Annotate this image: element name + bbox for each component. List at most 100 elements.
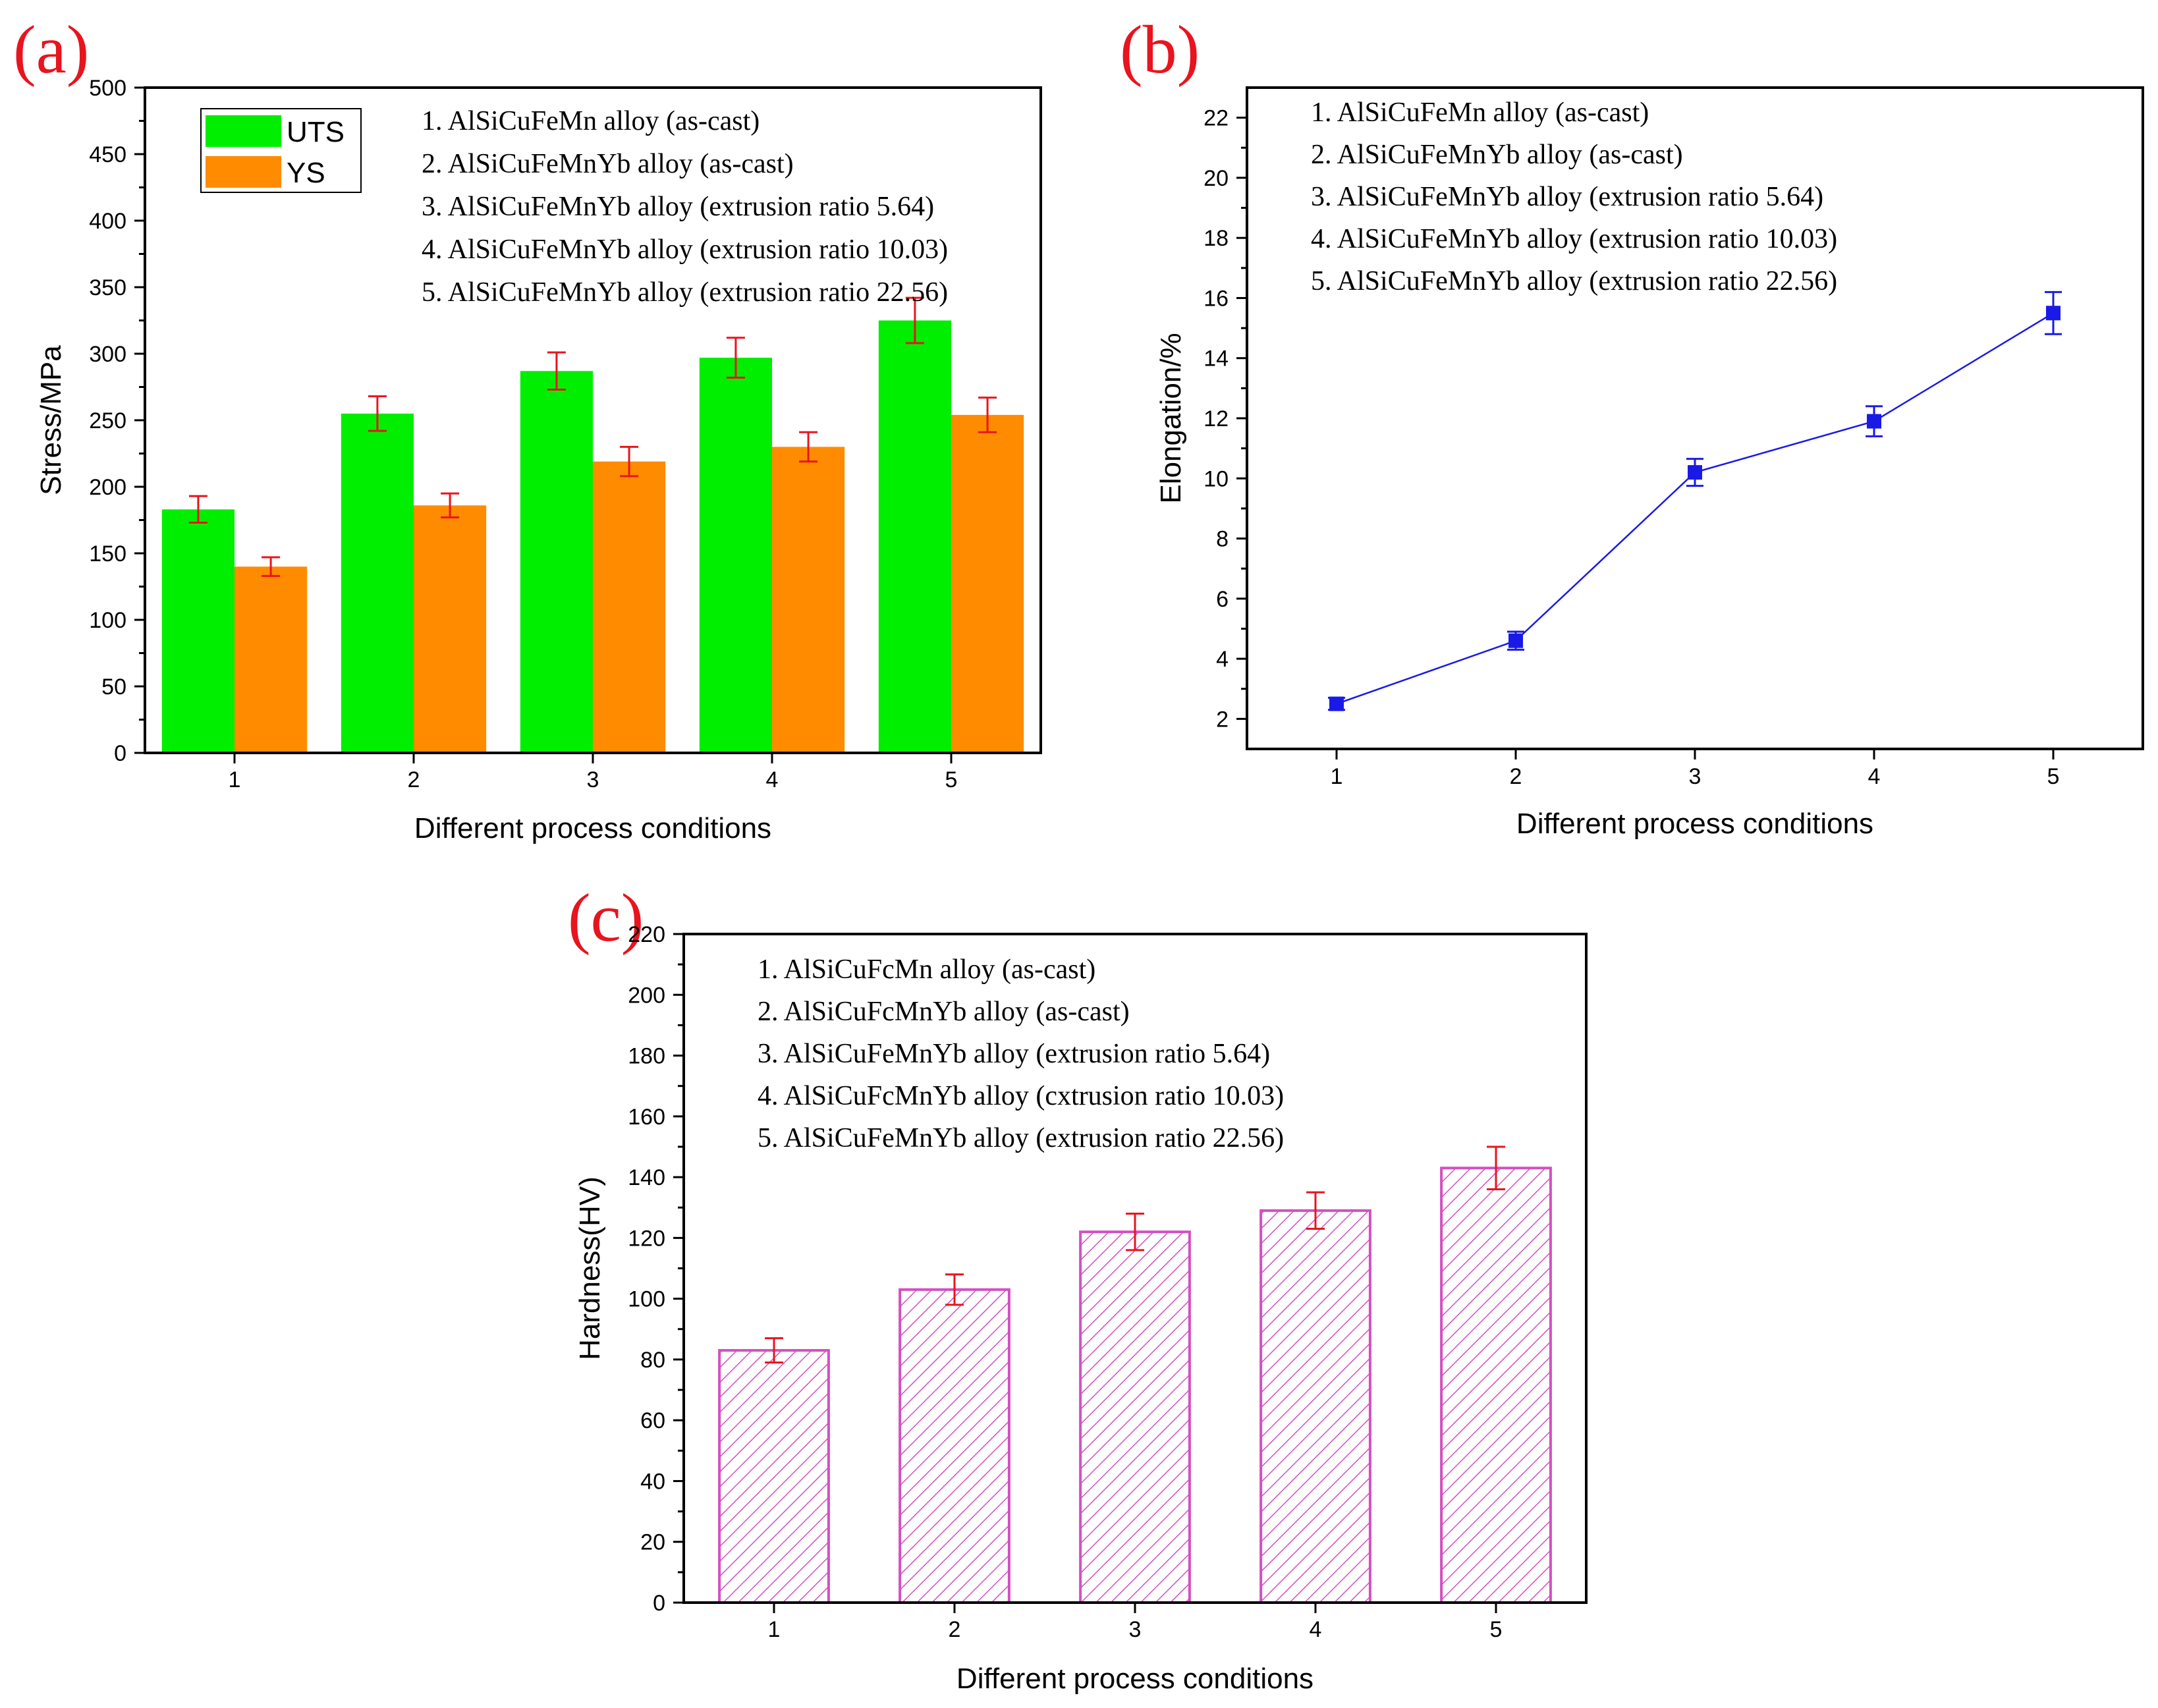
y-tick-label: 22 [1204,106,1229,131]
x-tick-label: 4 [1868,764,1881,789]
data-point [1688,465,1702,480]
y-tick-label: 2 [1216,707,1229,732]
y-tick-label: 8 [1216,527,1229,552]
y-tick-label: 150 [89,541,126,566]
condition-note: 4. AlSiCuFeMnYb alloy (extrusion ratio 1… [422,234,948,265]
condition-note: 5. AlSiCuFeMnYb alloy (extrusion ratio 2… [422,277,948,308]
condition-note: 5. AlSiCuFeMnYb alloy (extrusion ratio 2… [1311,266,1837,296]
condition-note: 4. AlSiCuFcMnYb alloy (cxtrusion ratio 1… [758,1081,1284,1111]
y-tick-label: 0 [653,1591,665,1616]
bar-hardness [1440,1167,1552,1604]
y-axis-title: Stress/MPa [35,345,67,495]
condition-note: 5. AlSiCuFeMnYb alloy (extrusion ratio 2… [758,1123,1284,1153]
x-tick-label: 3 [1129,1617,1142,1642]
y-tick-label: 350 [89,275,126,300]
x-tick-label: 1 [1331,764,1343,789]
bar-uts [161,509,235,753]
x-tick-label: 2 [1510,764,1522,789]
y-tick-label: 300 [89,342,126,367]
plot-frame [1246,86,2144,750]
y-tick-label: 20 [640,1530,665,1555]
y-tick-label: 16 [1204,286,1229,311]
bar-ys [414,505,487,753]
condition-note: 1. AlSiCuFeMn alloy (as-cast) [1311,97,1649,128]
condition-note: 2. AlSiCuFeMnYb alloy (as-cast) [1311,140,1683,170]
y-tick-label: 50 [101,675,126,700]
data-point [1508,633,1523,648]
y-axis-title: Elongation/% [1155,333,1187,503]
y-tick-label: 14 [1204,346,1229,372]
y-tick-label: 100 [89,608,126,633]
bar-ys [772,447,845,753]
x-tick-label: 5 [1490,1617,1503,1642]
x-axis-title: Different process conditions [956,1663,1314,1695]
y-tick-label: 500 [89,76,126,101]
legend-label: YS [287,157,325,189]
plot-frame [144,86,1042,754]
legend: UTS YS [200,108,362,193]
legend-swatch [206,156,281,188]
y-tick-label: 250 [89,408,126,433]
bar-uts [341,413,414,753]
data-point [1867,414,1881,429]
y-tick-label: 100 [628,1287,665,1312]
data-point [2046,306,2061,321]
legend-swatch [206,115,281,147]
x-tick-label: 1 [768,1617,781,1642]
bar-ys [593,461,666,753]
x-tick-label: 3 [1689,764,1702,789]
panel-label: (b) [1120,12,1200,88]
y-tick-label: 4 [1216,647,1229,672]
legend-label: UTS [287,116,345,148]
panel-a-stress-chart: (a) 0 50 100 150 200 250 300 350 400 450 500 1 2 3 4 5 UT… [13,12,1042,844]
y-tick-label: 120 [628,1226,665,1251]
bar-uts [878,320,951,753]
x-tick-label: 4 [1310,1617,1322,1642]
bar-hardness [899,1288,1010,1604]
y-tick-label: 220 [628,922,665,947]
condition-note: 3. AlSiCuFeMnYb alloy (extrusion ratio 5… [422,192,934,222]
y-tick-label: 60 [640,1408,665,1433]
y-axis-title: Hardness(HV) [574,1176,606,1360]
x-axis-title: Different process conditions [1516,808,1873,840]
data-point [1329,696,1344,711]
x-tick-label: 2 [408,767,420,792]
y-tick-label: 400 [89,209,126,234]
condition-note: 3. AlSiCuFeMnYb alloy (extrusion ratio 5… [1311,182,1823,212]
condition-note: 1. AlSiCuFcMn alloy (as-cast) [758,954,1095,985]
y-tick-label: 12 [1204,406,1229,431]
x-tick-label: 4 [766,767,779,792]
bar-ys [235,566,308,753]
x-axis-title: Different process conditions [414,812,771,844]
x-tick-label: 3 [587,767,599,792]
y-tick-label: 450 [89,142,126,167]
y-tick-label: 80 [640,1348,665,1373]
panel-label: (a) [13,12,89,88]
condition-note: 4. AlSiCuFeMnYb alloy (extrusion ratio 1… [1311,224,1837,254]
panel-label: (c) [568,880,644,956]
bar-uts [699,358,772,753]
bar-uts [520,371,593,753]
x-tick-label: 2 [949,1617,961,1642]
y-tick-label: 180 [628,1044,665,1069]
condition-note: 1. AlSiCuFeMn alloy (as-cast) [422,106,760,136]
condition-note: 3. AlSiCuFeMnYb alloy (extrusion ratio 5… [758,1039,1270,1069]
y-tick-label: 20 [1204,166,1229,191]
y-tick-label: 200 [628,983,665,1008]
plot-frame [682,933,1588,1604]
y-tick-label: 140 [628,1165,665,1190]
series-line [1336,312,2054,705]
y-tick-label: 10 [1204,466,1229,491]
x-tick-label: 5 [945,767,958,792]
bar-hardness [1079,1230,1191,1604]
y-tick-label: 18 [1204,226,1229,251]
y-tick-label: 160 [628,1105,665,1130]
x-tick-label: 5 [2047,764,2060,789]
condition-note: 2. AlSiCuFcMnYb alloy (as-cast) [758,997,1130,1027]
bar-ys [951,414,1024,753]
y-tick-label: 40 [640,1469,665,1494]
y-tick-label: 200 [89,475,126,500]
condition-note: 2. AlSiCuFeMnYb alloy (as-cast) [422,149,794,179]
